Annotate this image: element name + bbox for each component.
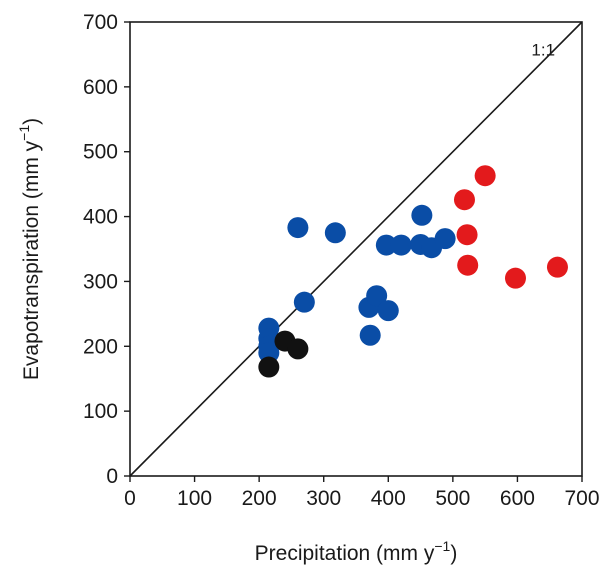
x-tick-label: 600 [500, 487, 535, 510]
data-point [324, 222, 346, 244]
data-point [375, 234, 397, 256]
y-tick-label: 700 [83, 11, 118, 34]
ticks-layer: 0 100 200 300 400 500 600 700 0 100 200 300 400 500 60… [83, 11, 600, 510]
x-tick-label: 200 [242, 487, 277, 510]
series-0 [258, 204, 456, 364]
x-axis-title-text: Precipitation (mm y [255, 542, 435, 565]
data-point [474, 165, 496, 187]
data-point [453, 189, 475, 211]
data-point [366, 285, 388, 307]
x-axis-title: Precipitation (mm y−1) [255, 538, 458, 565]
data-point [377, 300, 399, 322]
x-tick-label: 300 [306, 487, 341, 510]
x-axis-title-end: ) [450, 542, 457, 565]
data-point [411, 204, 433, 226]
series-1 [258, 330, 309, 378]
x-tick-label: 400 [371, 487, 406, 510]
data-point [546, 256, 568, 278]
data-point [359, 324, 381, 346]
y-tick-label: 600 [83, 76, 118, 99]
y-axis-title-end: ) [20, 118, 43, 125]
x-tick-label: 500 [435, 487, 470, 510]
x-tick-label: 100 [177, 487, 212, 510]
data-point [390, 234, 412, 256]
y-axis-title-text: Evapotranspiration (mm y [20, 140, 43, 380]
one-to-one-line [129, 21, 583, 477]
y-axis-title: Evapotranspiration (mm y−1) [16, 118, 43, 380]
y-tick-label: 100 [83, 400, 118, 423]
y-tick-label: 300 [83, 270, 118, 293]
plot-frame [129, 21, 583, 477]
data-point [434, 228, 456, 250]
x-tick-label: 700 [564, 487, 599, 510]
data-point [287, 217, 309, 239]
data-point [504, 267, 526, 289]
data-point [293, 291, 315, 313]
data-point [457, 254, 479, 276]
y-tick-label: 200 [83, 335, 118, 358]
y-axis-title-sup: −1 [16, 125, 32, 141]
x-tick-label: 0 [124, 487, 136, 510]
data-point [456, 224, 478, 246]
series-2 [453, 165, 568, 289]
points-layer [258, 165, 568, 378]
y-tick-label: 500 [83, 141, 118, 164]
one-to-one-label: 1:1 [531, 41, 555, 60]
x-axis-title-sup: −1 [434, 538, 450, 554]
data-point [258, 356, 280, 378]
data-point [287, 338, 309, 360]
y-tick-label: 400 [83, 206, 118, 229]
y-tick-label: 0 [106, 465, 118, 488]
